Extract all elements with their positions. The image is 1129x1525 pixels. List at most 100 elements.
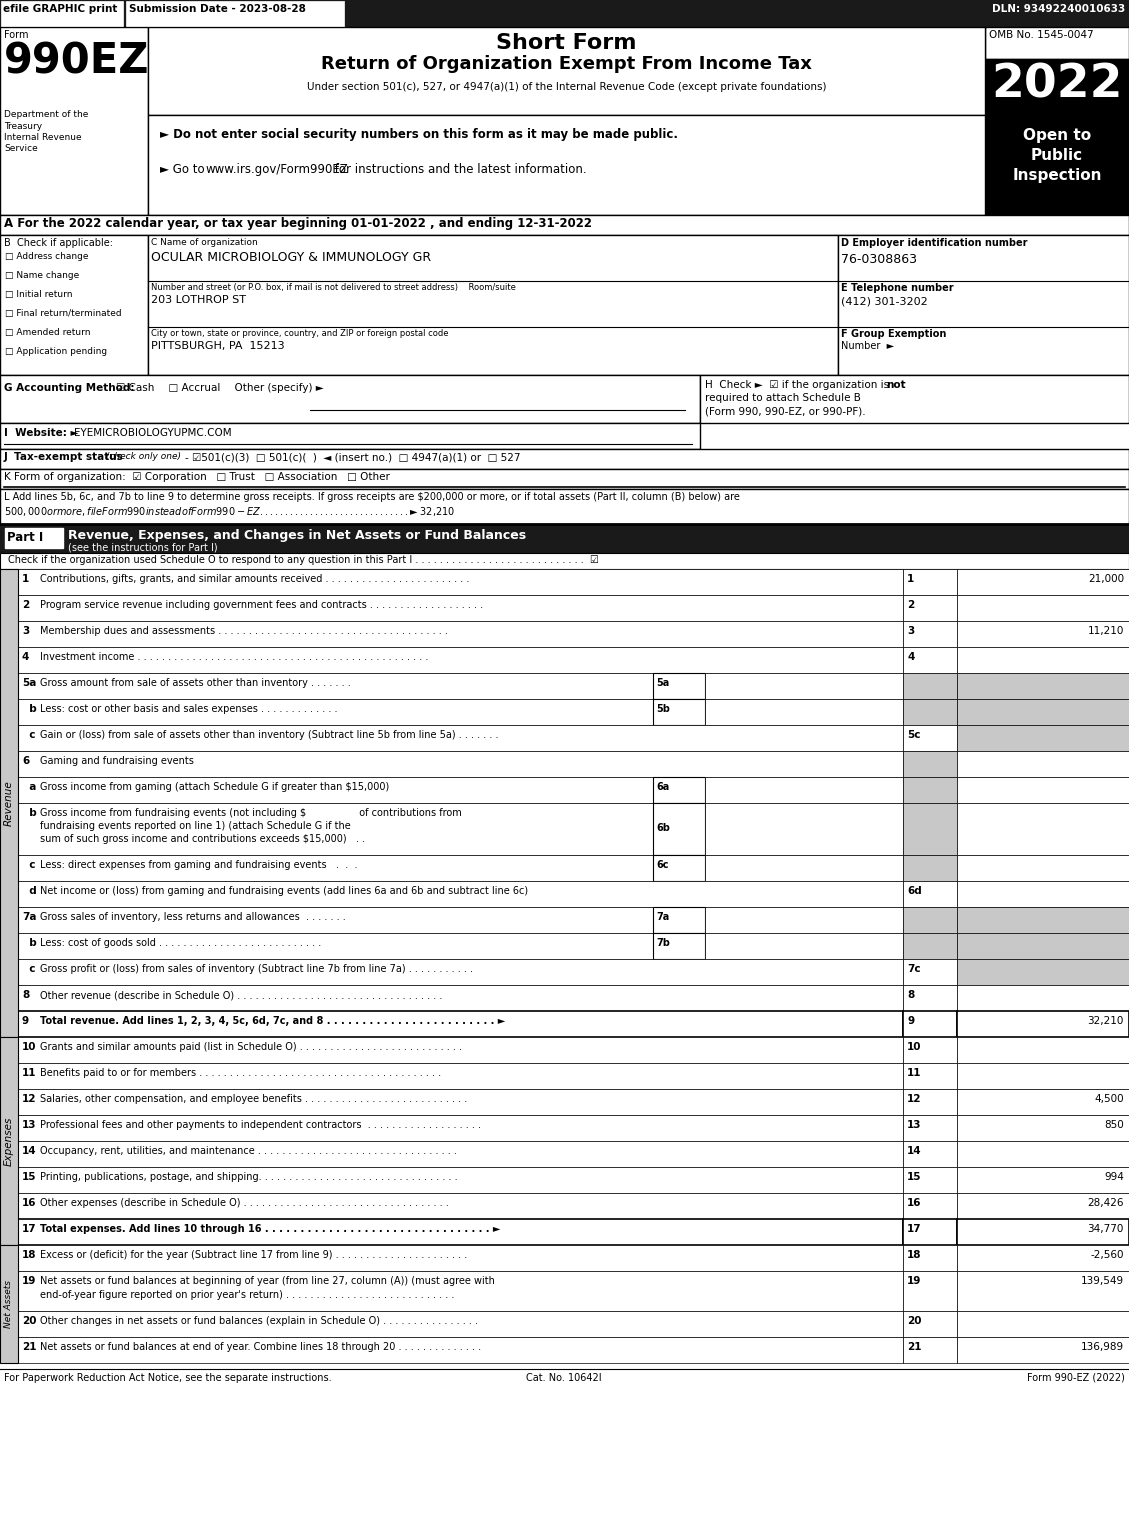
Bar bbox=[903, 595, 957, 621]
Bar bbox=[18, 1218, 903, 1244]
Text: 8: 8 bbox=[21, 990, 29, 1000]
Text: □ Final return/terminated: □ Final return/terminated bbox=[5, 310, 122, 319]
Text: 990EZ: 990EZ bbox=[5, 40, 149, 82]
Bar bbox=[704, 804, 903, 856]
Bar bbox=[957, 1089, 1129, 1115]
Bar bbox=[704, 673, 903, 698]
Text: 5c: 5c bbox=[907, 730, 920, 740]
Text: Total expenses. Add lines 10 through 16 . . . . . . . . . . . . . . . . . . . . : Total expenses. Add lines 10 through 16 … bbox=[40, 1225, 500, 1234]
Bar bbox=[957, 1115, 1129, 1141]
Text: www.irs.gov/Form990EZ: www.irs.gov/Form990EZ bbox=[205, 163, 349, 175]
Bar bbox=[903, 1037, 957, 1063]
Bar bbox=[903, 750, 957, 778]
Text: (Form 990, 990-EZ, or 990-PF).: (Form 990, 990-EZ, or 990-PF). bbox=[704, 406, 866, 416]
Text: 13: 13 bbox=[907, 1119, 921, 1130]
Bar bbox=[903, 569, 957, 595]
Text: 18: 18 bbox=[907, 1250, 921, 1260]
Bar bbox=[903, 933, 957, 959]
Text: For Paperwork Reduction Act Notice, see the separate instructions.: For Paperwork Reduction Act Notice, see … bbox=[5, 1372, 332, 1383]
Text: Number and street (or P.O. box, if mail is not delivered to street address)    R: Number and street (or P.O. box, if mail … bbox=[151, 284, 516, 291]
Bar bbox=[653, 804, 704, 856]
Bar bbox=[957, 1037, 1129, 1063]
Text: 76-0308863: 76-0308863 bbox=[841, 253, 917, 265]
Text: 11,210: 11,210 bbox=[1087, 625, 1124, 636]
Bar bbox=[18, 1244, 903, 1270]
Text: G Accounting Method:: G Accounting Method: bbox=[5, 383, 134, 393]
Bar bbox=[957, 1337, 1129, 1363]
Text: 203 LOTHROP ST: 203 LOTHROP ST bbox=[151, 294, 246, 305]
Bar bbox=[18, 1337, 903, 1363]
Bar bbox=[957, 1193, 1129, 1218]
Bar bbox=[0, 554, 1129, 569]
Bar bbox=[0, 422, 700, 448]
Bar bbox=[903, 778, 957, 804]
Bar bbox=[18, 1193, 903, 1218]
Text: Excess or (deficit) for the year (Subtract line 17 from line 9) . . . . . . . . : Excess or (deficit) for the year (Subtra… bbox=[40, 1250, 467, 1260]
Text: 10: 10 bbox=[21, 1042, 36, 1052]
Text: - ☑501(c)(3)  □ 501(c)(  )  ◄ (insert no.)  □ 4947(a)(1) or  □ 527: - ☑501(c)(3) □ 501(c)( ) ◄ (insert no.) … bbox=[185, 451, 520, 462]
Text: 13: 13 bbox=[21, 1119, 36, 1130]
Text: Gross income from gaming (attach Schedule G if greater than $15,000): Gross income from gaming (attach Schedul… bbox=[40, 782, 390, 791]
Text: Revenue, Expenses, and Changes in Net Assets or Fund Balances: Revenue, Expenses, and Changes in Net As… bbox=[68, 529, 526, 541]
Bar bbox=[18, 621, 903, 647]
Bar bbox=[0, 215, 1129, 235]
Bar bbox=[653, 933, 704, 959]
Text: Under section 501(c), 527, or 4947(a)(1) of the Internal Revenue Code (except pr: Under section 501(c), 527, or 4947(a)(1)… bbox=[307, 82, 826, 91]
Text: Submission Date - 2023-08-28: Submission Date - 2023-08-28 bbox=[129, 5, 306, 14]
Text: Service: Service bbox=[5, 143, 37, 152]
Text: I  Website: ►: I Website: ► bbox=[5, 429, 79, 438]
Text: □ Initial return: □ Initial return bbox=[5, 290, 72, 299]
Text: 3: 3 bbox=[907, 625, 914, 636]
Text: 136,989: 136,989 bbox=[1080, 1342, 1124, 1353]
Text: 11: 11 bbox=[21, 1068, 36, 1078]
Text: Benefits paid to or for members . . . . . . . . . . . . . . . . . . . . . . . . : Benefits paid to or for members . . . . … bbox=[40, 1068, 441, 1078]
Text: 9: 9 bbox=[21, 1016, 29, 1026]
Bar bbox=[903, 881, 957, 907]
Text: 2: 2 bbox=[21, 599, 29, 610]
Text: c: c bbox=[21, 730, 35, 740]
Text: Program service revenue including government fees and contracts . . . . . . . . : Program service revenue including govern… bbox=[40, 599, 483, 610]
Bar bbox=[18, 1141, 903, 1167]
Text: 32,210: 32,210 bbox=[1087, 1016, 1124, 1026]
Bar bbox=[18, 778, 653, 804]
Bar bbox=[957, 724, 1129, 750]
Bar bbox=[957, 881, 1129, 907]
Text: required to attach Schedule B: required to attach Schedule B bbox=[704, 393, 861, 403]
Bar bbox=[704, 778, 903, 804]
Text: Expenses: Expenses bbox=[5, 1116, 14, 1165]
Bar bbox=[957, 1011, 1129, 1037]
Text: Net Assets: Net Assets bbox=[5, 1279, 14, 1328]
Bar bbox=[18, 907, 653, 933]
Text: L Add lines 5b, 6c, and 7b to line 9 to determine gross receipts. If gross recei: L Add lines 5b, 6c, and 7b to line 9 to … bbox=[5, 493, 739, 502]
Bar bbox=[1, 2, 123, 26]
Text: 4: 4 bbox=[21, 653, 29, 662]
Bar bbox=[903, 698, 957, 724]
Text: EYEMICROBIOLOGYUPMC.COM: EYEMICROBIOLOGYUPMC.COM bbox=[75, 429, 231, 438]
Text: Professional fees and other payments to independent contractors  . . . . . . . .: Professional fees and other payments to … bbox=[40, 1119, 481, 1130]
Text: Net income or (loss) from gaming and fundraising events (add lines 6a and 6b and: Net income or (loss) from gaming and fun… bbox=[40, 886, 528, 897]
Bar bbox=[957, 907, 1129, 933]
Text: City or town, state or province, country, and ZIP or foreign postal code: City or town, state or province, country… bbox=[151, 329, 448, 339]
Text: 6c: 6c bbox=[656, 860, 668, 869]
Text: a: a bbox=[21, 782, 36, 791]
Text: 6b: 6b bbox=[656, 824, 669, 833]
Bar bbox=[903, 1337, 957, 1363]
Bar bbox=[0, 235, 148, 375]
Bar bbox=[984, 119, 1129, 215]
Text: 5b: 5b bbox=[656, 705, 669, 714]
Text: 5a: 5a bbox=[656, 679, 669, 688]
Bar bbox=[18, 1063, 903, 1089]
Bar bbox=[903, 1312, 957, 1337]
Bar bbox=[957, 959, 1129, 985]
Text: C Name of organization: C Name of organization bbox=[151, 238, 257, 247]
Bar bbox=[957, 698, 1129, 724]
Bar bbox=[903, 1141, 957, 1167]
Bar bbox=[903, 1089, 957, 1115]
Text: efile GRAPHIC print: efile GRAPHIC print bbox=[3, 5, 117, 14]
Bar bbox=[0, 470, 1129, 490]
Bar bbox=[903, 724, 957, 750]
Bar bbox=[18, 1167, 903, 1193]
Text: fundraising events reported on line 1) (attach Schedule G if the: fundraising events reported on line 1) (… bbox=[40, 820, 351, 831]
Bar bbox=[838, 235, 1129, 375]
Bar bbox=[18, 856, 653, 881]
